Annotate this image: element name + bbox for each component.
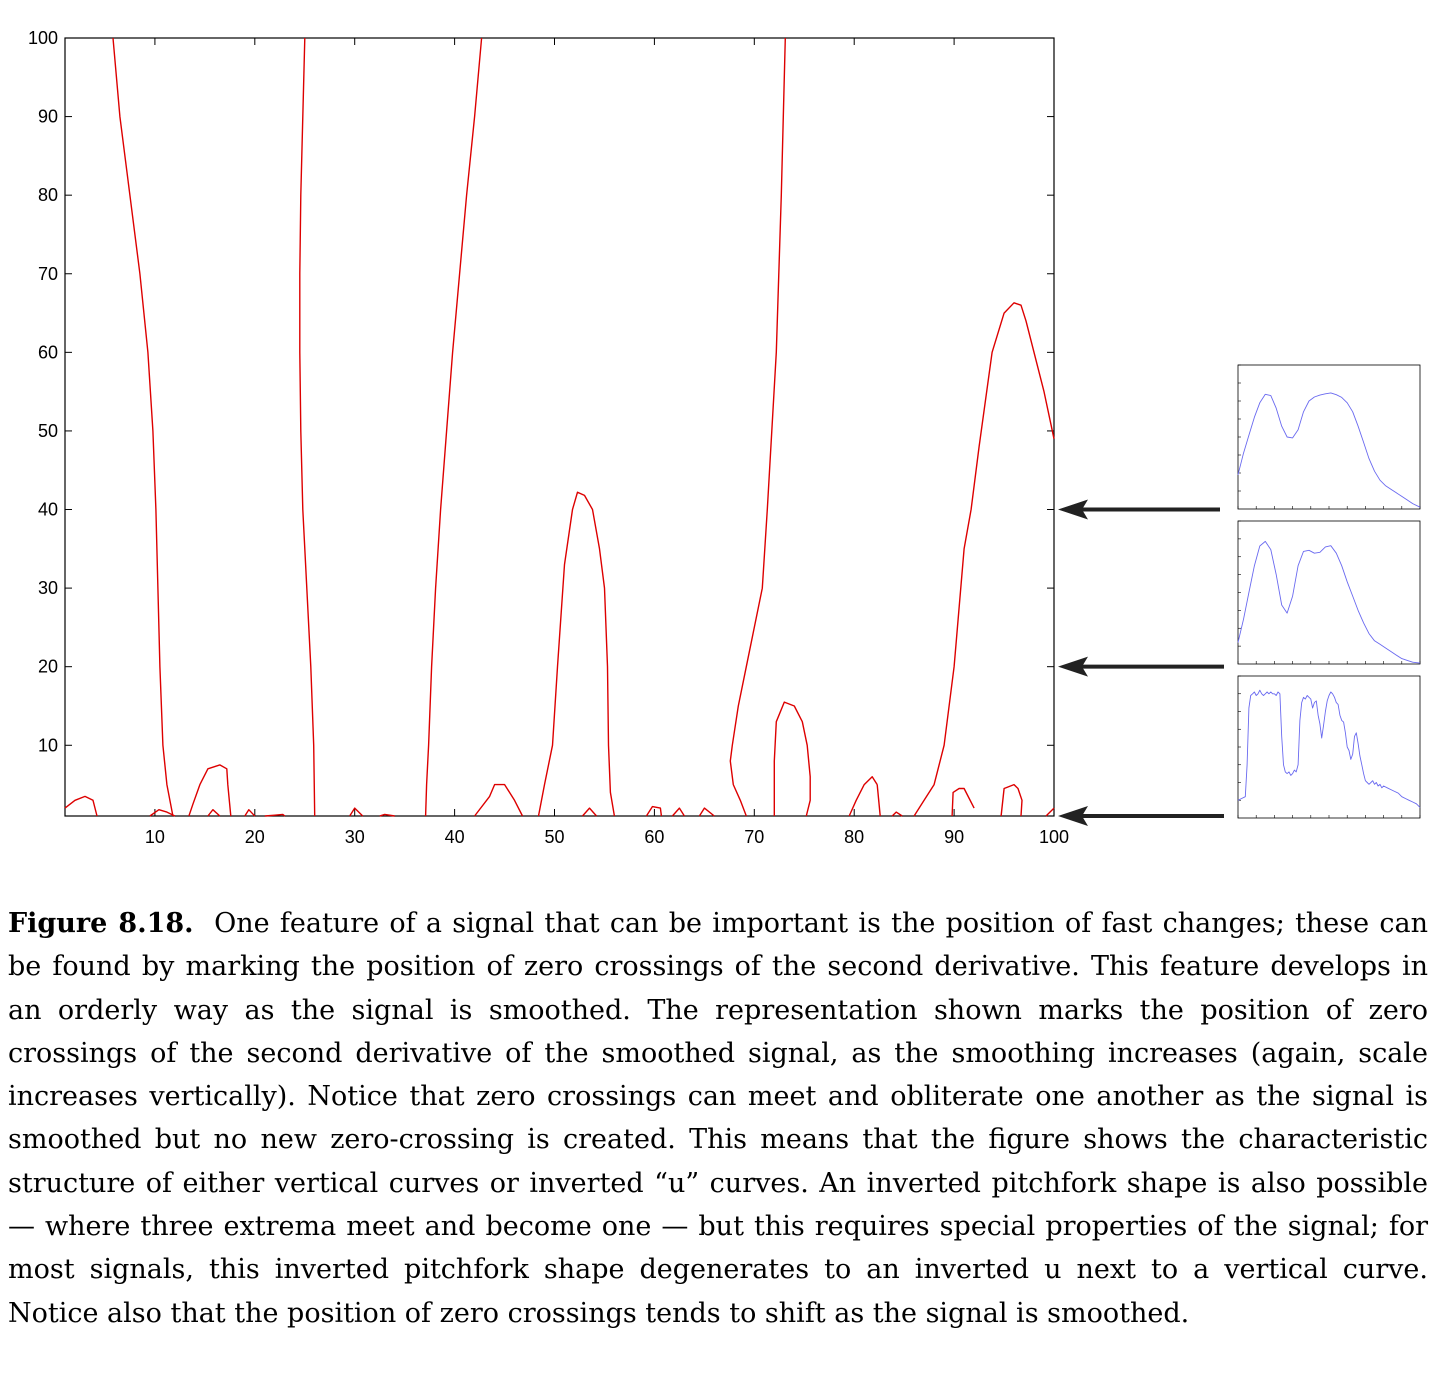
- zero-crossing-curve: [112, 37, 174, 817]
- zero-crossing-curve: [951, 787, 975, 817]
- y-tick-label: 60: [38, 342, 58, 362]
- zero-crossing-curve: [299, 37, 316, 817]
- zero-crossing-curve: [264, 813, 286, 817]
- x-tick-label: 40: [445, 827, 465, 847]
- zero-crossing-curve: [729, 37, 786, 817]
- zero-crossing-curve: [913, 302, 1055, 817]
- signal-line: [1237, 392, 1421, 508]
- scale-arrows: [1058, 499, 1224, 826]
- x-tick-label: 100: [1039, 827, 1069, 847]
- signal-line: [1237, 689, 1421, 808]
- y-tick-label: 80: [38, 185, 58, 205]
- zero-crossing-curves: [64, 37, 1055, 817]
- y-tick-label: 30: [38, 578, 58, 598]
- x-tick-label: 60: [644, 827, 664, 847]
- x-tick-label: 10: [145, 827, 165, 847]
- zero-crossing-curve: [581, 807, 598, 817]
- zero-crossing-curve: [349, 807, 364, 817]
- arrow-head: [1058, 656, 1088, 677]
- inset-frame: [1237, 364, 1421, 510]
- zero-crossing-plot: 10 20 30 40 50 60 70 80 90 100 10 20 30 40 50 60 70 80 90 1…: [28, 28, 1069, 847]
- scale-arrow: [1058, 656, 1224, 677]
- signal-inset: [1237, 364, 1421, 510]
- zero-crossing-curve: [207, 809, 221, 817]
- y-tick-label: 40: [38, 500, 58, 520]
- zero-crossing-curve: [698, 807, 715, 817]
- zero-crossing-curve: [671, 807, 685, 817]
- zero-crossing-curve: [188, 764, 232, 817]
- x-tick-label: 30: [345, 827, 365, 847]
- zero-crossing-curve: [891, 811, 903, 817]
- scale-space-figure: 10 20 30 40 50 60 70 80 90 100 10 20 30 40 50 60 70 80 90 1…: [28, 28, 1421, 847]
- signal-inset: [1237, 675, 1421, 819]
- main-plot-frame: [64, 37, 1055, 817]
- zero-crossing-curve: [773, 701, 811, 817]
- zero-crossing-curve: [876, 784, 881, 817]
- zero-crossing-curve: [64, 795, 98, 817]
- scale-arrow: [1058, 499, 1220, 520]
- zero-crossing-curve: [474, 783, 524, 817]
- x-tick-label: 80: [844, 827, 864, 847]
- y-tick-label: 10: [38, 735, 58, 755]
- caption-text: One feature of a signal that can be impo…: [8, 908, 1428, 1329]
- main-plot-ticks: 10 20 30 40 50 60 70 80 90 100 10 20 30 40 50 60 70 80 90 1…: [28, 28, 1069, 847]
- zero-crossing-curve: [149, 809, 176, 817]
- signal-insets: [1237, 364, 1421, 819]
- arrow-head: [1058, 806, 1088, 826]
- inset-frame: [1237, 675, 1421, 819]
- zero-crossing-curve: [424, 37, 483, 817]
- zero-crossing-curve: [1000, 783, 1023, 817]
- x-tick-label: 70: [744, 827, 764, 847]
- x-tick-label: 90: [944, 827, 964, 847]
- zero-crossing-curve: [645, 805, 663, 817]
- y-tick-label: 70: [38, 264, 58, 284]
- x-tick-label: 20: [245, 827, 265, 847]
- zero-crossing-curve: [379, 813, 395, 817]
- zero-crossing-curve: [848, 776, 878, 817]
- signal-inset: [1237, 520, 1421, 665]
- signal-line: [1237, 540, 1421, 664]
- y-tick-label: 100: [28, 28, 58, 48]
- arrow-head: [1058, 499, 1088, 520]
- figure-label: Figure 8.18.: [8, 908, 194, 939]
- figure-caption: Figure 8.18. One feature of a signal tha…: [8, 902, 1428, 1335]
- y-tick-label: 50: [38, 421, 58, 441]
- inset-frame: [1237, 520, 1421, 665]
- y-tick-label: 20: [38, 657, 58, 677]
- zero-crossing-curve: [1045, 807, 1055, 817]
- zero-crossing-curve: [537, 491, 616, 817]
- y-tick-label: 90: [38, 107, 58, 127]
- zero-crossing-curve: [244, 809, 256, 817]
- scale-arrow: [1058, 806, 1224, 826]
- x-tick-label: 50: [544, 827, 564, 847]
